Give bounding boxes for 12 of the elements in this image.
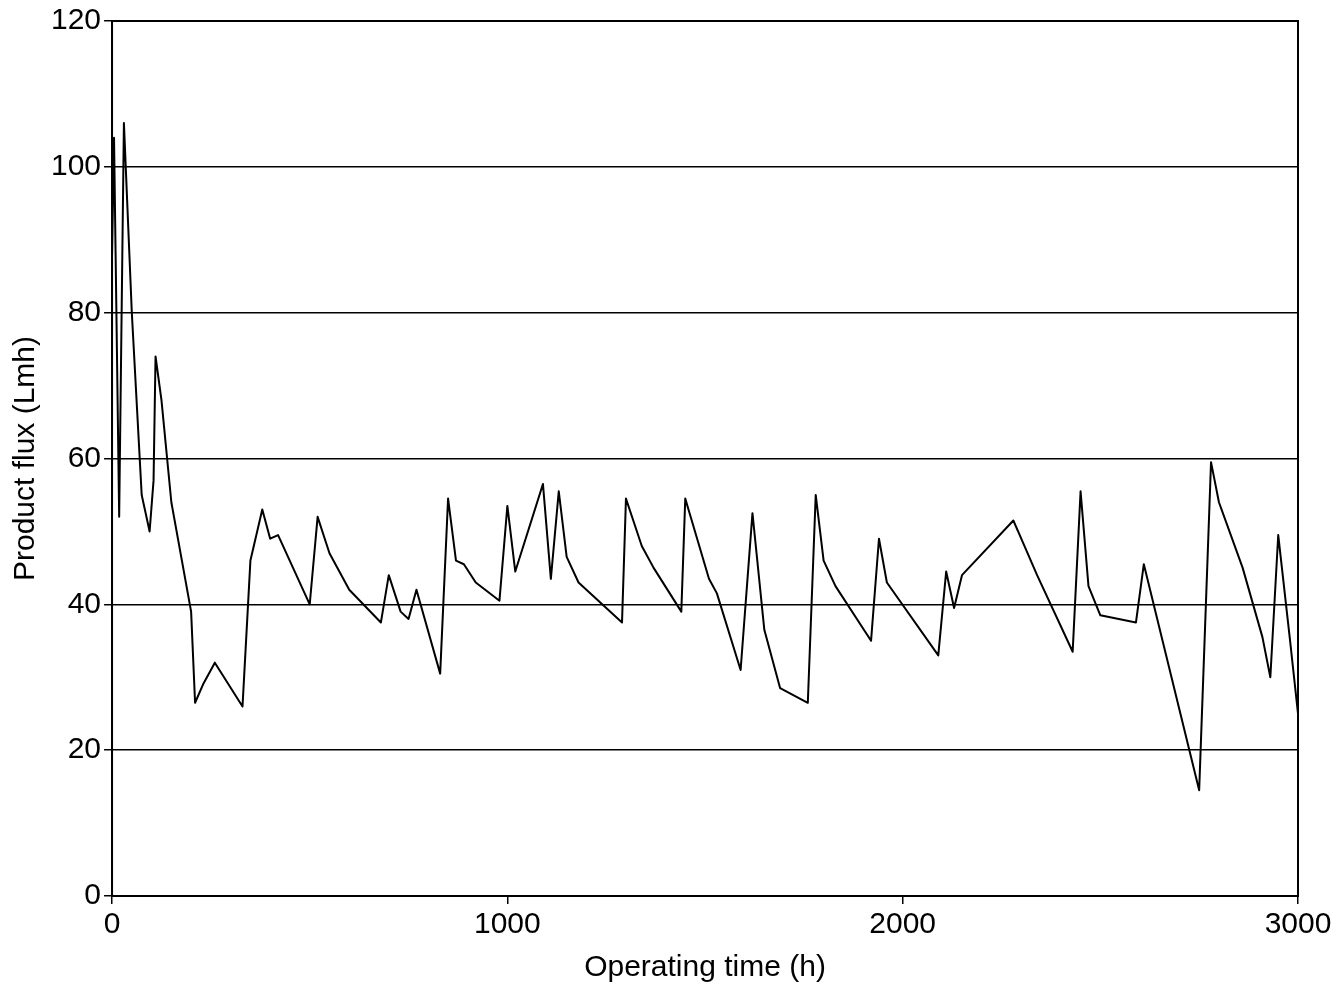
x-tick-label: 2000 — [869, 906, 937, 940]
x-axis-title: Operating time (h) — [584, 949, 826, 983]
x-tick-label: 1000 — [473, 906, 541, 940]
y-tick-label: 0 — [84, 877, 102, 911]
y-tick-label: 60 — [67, 439, 102, 473]
y-tick-label: 80 — [67, 293, 102, 327]
x-tick-label: 3000 — [1264, 906, 1332, 940]
y-tick-label: 40 — [67, 585, 102, 619]
y-tick-label: 120 — [50, 2, 102, 36]
y-tick-label: 100 — [50, 148, 102, 182]
y-axis-title: Product flux (Lmh) — [7, 335, 41, 582]
y-tick-label: 20 — [67, 731, 102, 765]
